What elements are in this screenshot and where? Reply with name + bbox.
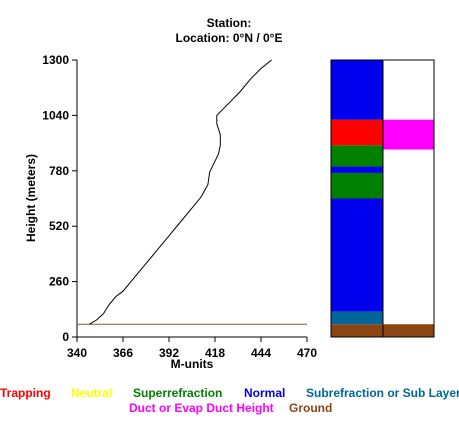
layer-segment-superrefraction [331,145,383,167]
legend-subrefraction: Subrefraction or Sub Layer [306,386,459,400]
y-tick-label: 1040 [42,108,69,122]
layer-segment-subrefraction [331,311,383,325]
layer-segment-ground [331,324,383,337]
x-tick-label: 392 [159,346,179,360]
m-unit-profile-line [89,59,272,325]
legend-normal: Normal [244,386,286,400]
y-tick-label: 1300 [42,53,69,67]
layer-segment-normal [331,166,383,173]
y-tick-label: 520 [49,219,69,233]
legend-ground: Ground [289,401,333,415]
legend-neutral: Neutral [71,386,113,400]
layer-segment-normal [331,198,383,312]
profile-plot: 0 260 520 780 1040 1300 340 366 392 418 444 470 M-… [24,53,317,371]
x-tick-label: 418 [205,346,225,360]
x-axis-label: M-units [171,357,214,371]
legend-duct: Duct or Evap Duct Height [129,401,274,415]
legend-superrefraction: Superrefraction [133,386,223,400]
layer-panel [330,59,435,338]
layer-segment-normal [331,60,383,120]
x-tick-label: 470 [297,346,317,360]
layer-segment-ground [383,324,434,337]
x-tick-label: 366 [113,346,133,360]
layer-segment-superrefraction [331,172,383,199]
y-tick-label: 0 [62,330,69,344]
x-tick-label: 340 [67,346,87,360]
legend-trapping: Trapping [0,386,51,400]
location-title: Location: 0°N / 0°E [176,31,283,45]
station-title: Station: [207,16,252,30]
y-tick-label: 780 [49,164,69,178]
layer-bar-right [383,119,434,337]
y-tick-label: 260 [49,275,69,289]
layer-segment-duct [383,119,434,150]
layer-bar-left [331,60,383,337]
x-tick-label: 444 [251,346,271,360]
layer-segment-trapping [331,119,383,146]
y-axis-label: Height (meters) [24,154,38,242]
